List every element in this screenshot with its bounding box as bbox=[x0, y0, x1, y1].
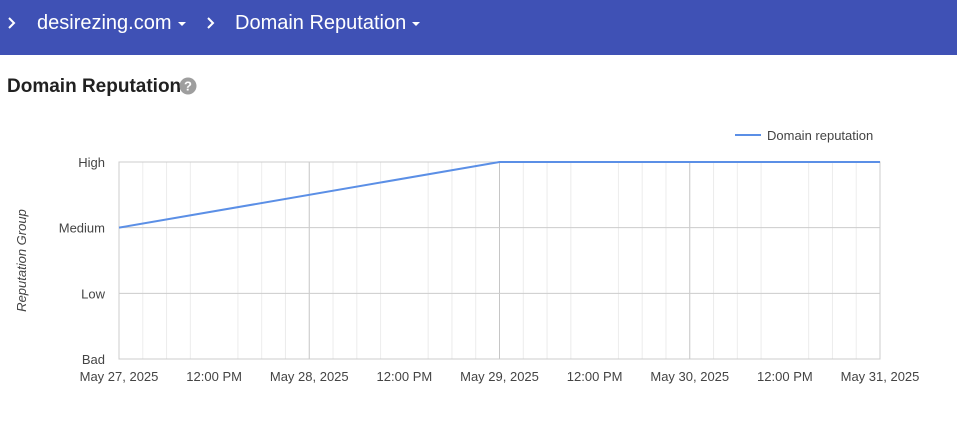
svg-text:?: ? bbox=[184, 79, 192, 94]
chevron-right-icon bbox=[207, 17, 215, 29]
y-tick-label: Medium bbox=[59, 221, 105, 236]
chevron-right-icon bbox=[8, 17, 16, 29]
page-title: Domain Reputation bbox=[7, 76, 182, 97]
x-tick-label: 12:00 PM bbox=[567, 369, 623, 384]
x-tick-label: May 28, 2025 bbox=[270, 369, 349, 384]
x-tick-label: May 31, 2025 bbox=[841, 369, 920, 384]
x-tick-label: 12:00 PM bbox=[757, 369, 813, 384]
legend-label: Domain reputation bbox=[767, 128, 873, 143]
x-tick-label: 12:00 PM bbox=[186, 369, 242, 384]
page-selector[interactable]: Domain Reputation bbox=[235, 0, 421, 46]
site-selector-label: desirezing.com bbox=[37, 11, 172, 34]
x-tick-label: May 29, 2025 bbox=[460, 369, 539, 384]
y-tick-label: Low bbox=[81, 286, 105, 301]
y-axis-label: Reputation Group bbox=[14, 209, 29, 312]
x-tick-label: May 30, 2025 bbox=[650, 369, 729, 384]
x-tick-label: May 27, 2025 bbox=[80, 369, 159, 384]
x-tick-label: 12:00 PM bbox=[377, 369, 433, 384]
page-selector-label: Domain Reputation bbox=[235, 11, 407, 34]
help-circle-icon[interactable]: ? bbox=[179, 77, 197, 95]
y-tick-label: Bad bbox=[82, 352, 105, 367]
y-tick-label: High bbox=[78, 155, 105, 170]
series-line bbox=[118, 161, 880, 229]
reputation-chart: Bad Low Medium High May 27, 2025 12:00 PM May … bbox=[14, 128, 920, 384]
caret-down-icon bbox=[412, 22, 421, 26]
site-selector[interactable]: desirezing.com bbox=[37, 0, 186, 46]
caret-down-icon bbox=[177, 22, 186, 26]
top-bar: desirezing.com Domain Reputation bbox=[0, 0, 957, 55]
